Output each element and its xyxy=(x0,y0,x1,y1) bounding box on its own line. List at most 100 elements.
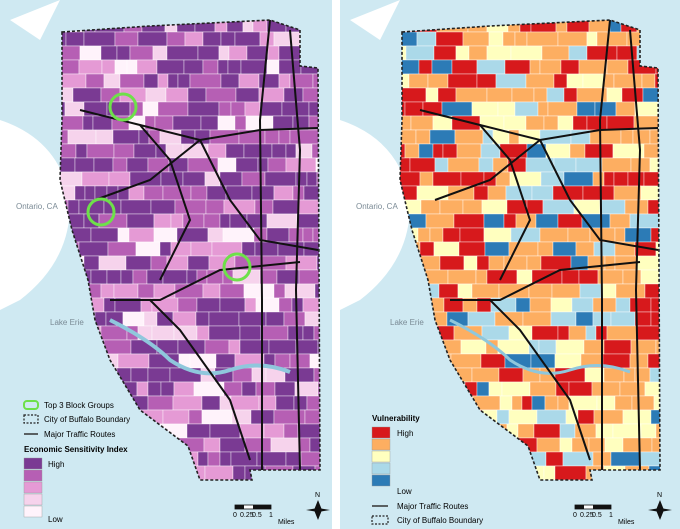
block-group xyxy=(302,227,314,243)
block-group xyxy=(217,115,236,131)
block-group xyxy=(586,45,618,61)
block-group xyxy=(542,199,575,215)
block-group xyxy=(404,143,420,159)
block-group xyxy=(289,129,320,145)
block-group xyxy=(404,101,424,117)
block-group xyxy=(251,185,275,201)
block-group xyxy=(655,339,660,355)
block-group xyxy=(202,283,221,299)
legend-swatch xyxy=(23,469,43,482)
block-group xyxy=(647,199,660,215)
block-group xyxy=(606,115,635,131)
top-block-group-marker xyxy=(108,92,138,122)
block-group xyxy=(563,87,578,103)
block-group xyxy=(545,451,564,467)
block-group xyxy=(419,171,434,187)
block-group xyxy=(579,283,602,299)
scale-tick: 0.5 xyxy=(592,512,602,519)
block-group xyxy=(254,241,279,257)
block-group xyxy=(526,31,559,47)
block-group xyxy=(630,339,657,355)
block-group xyxy=(272,199,299,215)
block-group xyxy=(75,143,88,159)
block-group xyxy=(577,409,595,425)
block-group xyxy=(289,353,311,369)
block-group xyxy=(613,73,643,89)
left-buffalo-river xyxy=(109,318,291,376)
block-group xyxy=(476,73,497,89)
block-group xyxy=(572,115,588,131)
block-group xyxy=(309,437,320,453)
right-buffalo-river xyxy=(449,318,631,375)
block-group xyxy=(454,129,484,145)
block-group xyxy=(536,437,561,453)
block-group xyxy=(183,59,204,75)
legend-index-title: Economic Sensitivity Index xyxy=(24,445,128,454)
block-group xyxy=(150,255,168,271)
block-group xyxy=(133,143,157,159)
block-group xyxy=(595,423,614,439)
block-group xyxy=(264,171,297,187)
block-group xyxy=(498,367,524,383)
block-group xyxy=(483,227,512,243)
block-group xyxy=(220,73,240,89)
block-group xyxy=(285,157,317,173)
block-group xyxy=(483,213,505,229)
block-group xyxy=(112,129,140,145)
block-group xyxy=(511,87,535,103)
block-group xyxy=(83,255,100,271)
block-group xyxy=(219,171,243,187)
block-group xyxy=(539,227,569,243)
block-group xyxy=(85,73,105,89)
block-group xyxy=(122,311,145,327)
block-group xyxy=(150,199,176,215)
block-group xyxy=(552,241,577,257)
block-group xyxy=(145,87,167,103)
left-canada-land xyxy=(0,120,71,310)
block-group xyxy=(515,297,531,313)
block-group xyxy=(208,325,241,341)
block-group xyxy=(504,59,531,75)
block-group xyxy=(484,241,510,257)
block-group xyxy=(207,227,224,243)
block-group xyxy=(488,381,503,397)
scale-unit: Miles xyxy=(618,519,635,526)
left-lake-erie-label: Lake Erie xyxy=(50,318,84,327)
block-group xyxy=(409,157,436,173)
block-group xyxy=(246,45,269,61)
block-group xyxy=(460,339,487,355)
block-group xyxy=(603,339,632,355)
block-group xyxy=(143,311,158,327)
block-group xyxy=(278,73,291,89)
block-group xyxy=(462,199,483,215)
block-group xyxy=(137,31,168,47)
right-scale-bar: 0 0.25 0.5 1 Miles xyxy=(573,504,635,526)
block-group xyxy=(488,255,505,271)
block-group xyxy=(239,423,265,439)
block-group xyxy=(143,73,159,89)
block-group xyxy=(129,45,154,61)
block-group xyxy=(433,241,460,257)
block-group xyxy=(160,171,184,187)
block-group xyxy=(130,367,149,383)
block-group xyxy=(151,325,175,341)
block-group xyxy=(442,227,461,243)
block-group xyxy=(235,87,260,103)
block-group xyxy=(154,115,174,131)
block-group xyxy=(302,325,315,341)
block-group xyxy=(316,255,320,271)
block-group xyxy=(205,87,237,103)
block-group xyxy=(531,395,546,411)
block-group xyxy=(447,269,477,285)
block-group xyxy=(508,409,538,425)
legend-vulnerability-title: Vulnerability xyxy=(372,414,420,423)
block-group xyxy=(629,353,649,369)
legend-swatch xyxy=(371,462,391,475)
block-group xyxy=(557,395,570,411)
block-group xyxy=(405,45,435,61)
block-group xyxy=(152,45,168,61)
block-group xyxy=(593,241,616,257)
block-group xyxy=(120,199,152,215)
legend-ramp xyxy=(23,457,43,518)
